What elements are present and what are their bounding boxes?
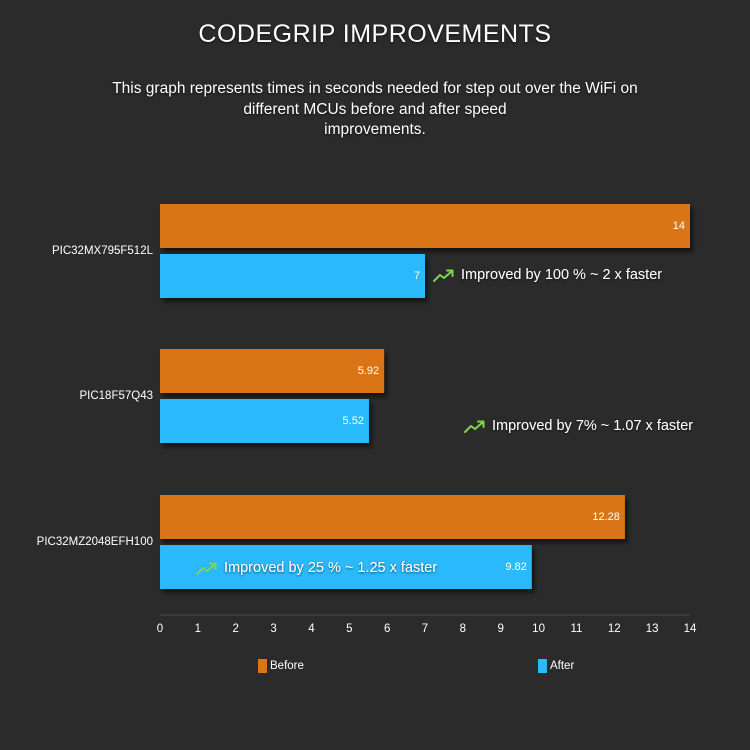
data-label: 5.92 [358, 365, 379, 377]
x-tick-label: 6 [384, 623, 390, 635]
improvement-annotation: Improved by 7% ~ 1.07 x faster [492, 418, 693, 434]
bar-after-pic18f57q43 [160, 399, 369, 443]
legend-swatch-before [258, 659, 267, 673]
bar-before-pic32mz2048efh100 [160, 495, 625, 539]
x-tick-label: 2 [233, 623, 239, 635]
chart-subtitle: This graph represents times in seconds n… [112, 80, 638, 138]
bar-before-pic32mx795f512l [160, 204, 690, 248]
x-tick-label: 12 [608, 623, 621, 635]
category-label: PIC32MX795F512L [52, 245, 154, 257]
trending-up-icon [433, 269, 454, 282]
x-tick-label: 4 [308, 623, 315, 635]
improvement-annotation: Improved by 25 % ~ 1.25 x faster [224, 560, 437, 576]
x-tick-label: 14 [684, 623, 697, 635]
x-tick-label: 3 [270, 623, 276, 635]
x-tick-label: 0 [157, 623, 163, 635]
category-label: PIC18F57Q43 [79, 390, 153, 402]
bar-after-pic32mx795f512l [160, 254, 425, 298]
x-tick-label: 8 [460, 623, 466, 635]
bars-layer: PIC32MX795F512L 14 7 PIC18F57Q43 5.92 5.52 PIC… [37, 204, 690, 589]
x-tick-label: 1 [195, 623, 201, 635]
x-tick-label: 13 [646, 623, 659, 635]
legend: Before After [258, 659, 574, 673]
improvement-annotation: Improved by 100 % ~ 2 x faster [461, 267, 662, 283]
data-label: 9.82 [505, 561, 526, 573]
x-axis: 0 1 2 3 4 5 6 7 8 9 10 11 12 13 14 [157, 614, 697, 635]
x-tick-label: 7 [422, 623, 428, 635]
legend-label: Before [270, 660, 304, 672]
x-tick-label: 10 [532, 623, 545, 635]
data-label: 14 [673, 220, 685, 232]
category-label: PIC32MZ2048EFH100 [37, 536, 153, 548]
chart-title: CODEGRIP IMPROVEMENTS [198, 20, 552, 48]
annotations-layer: Improved by 100 % ~ 2 x faster Improved b… [196, 267, 693, 576]
x-tick-label: 11 [570, 623, 582, 635]
data-label: 5.52 [343, 415, 364, 427]
data-label: 7 [414, 270, 420, 282]
trending-up-icon [196, 562, 217, 575]
legend-swatch-after [538, 659, 547, 673]
x-tick-label: 5 [346, 623, 352, 635]
bar-before-pic18f57q43 [160, 349, 385, 393]
trending-up-icon [464, 420, 485, 433]
x-tick-label: 9 [498, 623, 504, 635]
legend-label: After [550, 660, 574, 672]
bar-after-pic32mz2048efh100 [160, 545, 532, 589]
data-label: 12.28 [592, 511, 620, 523]
